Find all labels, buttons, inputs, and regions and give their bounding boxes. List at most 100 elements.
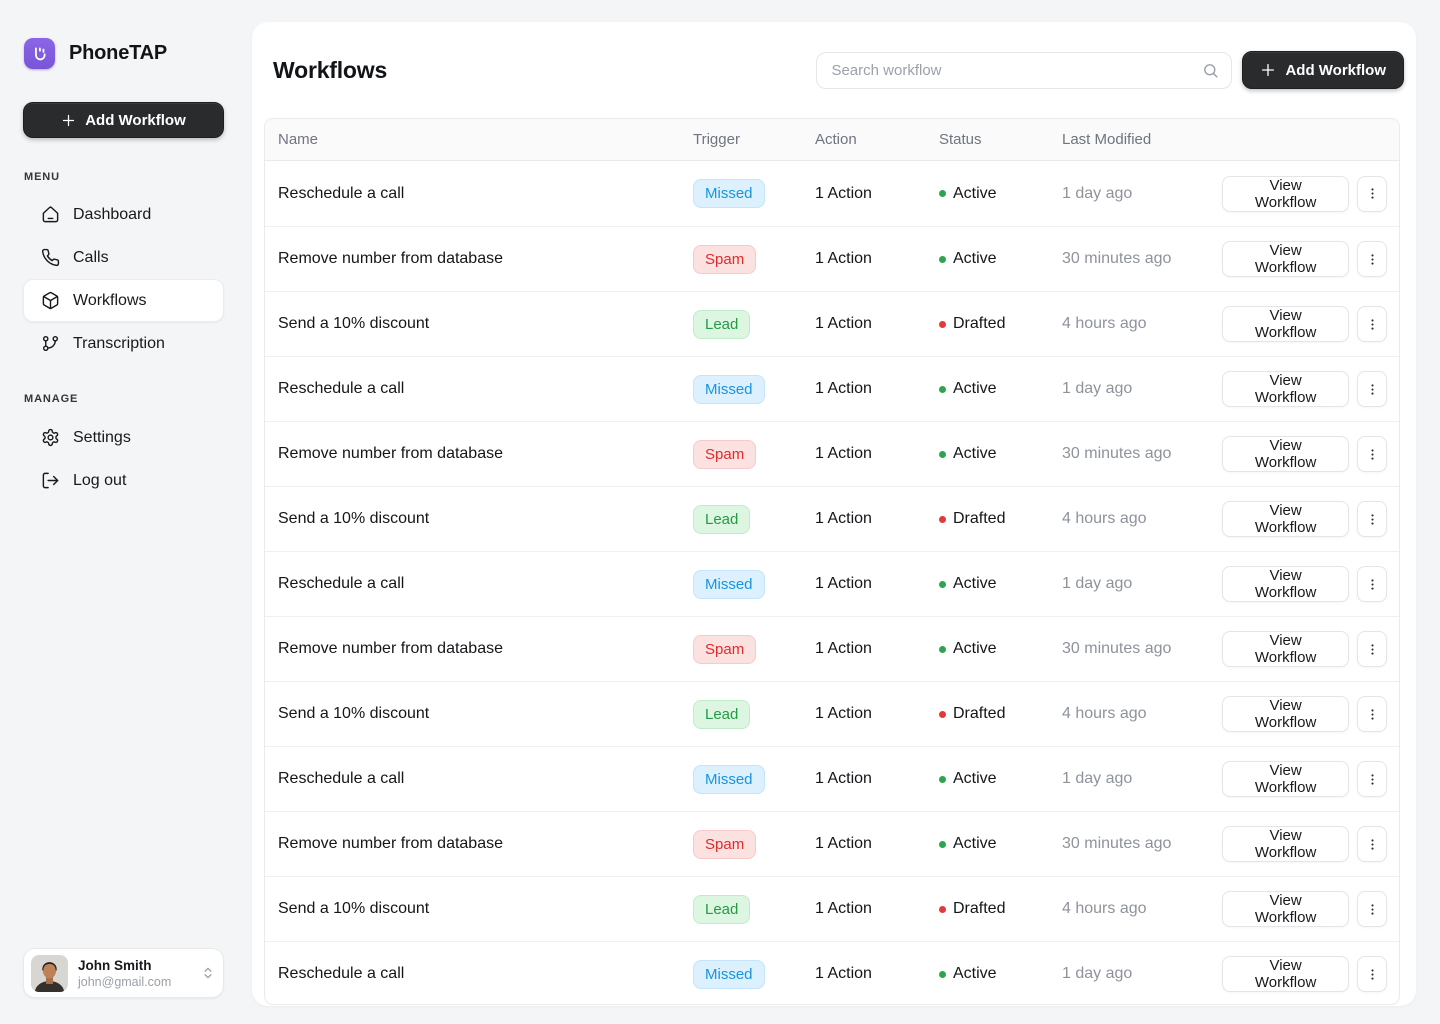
kebab-icon	[1371, 643, 1374, 655]
last-modified: 30 minutes ago	[1062, 835, 1172, 852]
kebab-icon	[1371, 318, 1374, 330]
status-dot	[939, 320, 946, 328]
view-workflow-button[interactable]: View Workflow	[1222, 826, 1350, 862]
workflow-status: Drafted	[939, 315, 1062, 333]
status-dot	[939, 255, 946, 263]
status-label: Active	[953, 575, 997, 592]
kebab-menu-button[interactable]	[1357, 175, 1387, 212]
view-workflow-button[interactable]: View Workflow	[1222, 761, 1350, 797]
status-dot	[939, 645, 946, 653]
table-row: Send a 10% discount Lead 1 Action Drafte…	[265, 486, 1399, 551]
trigger-badge: Missed	[693, 179, 765, 208]
last-modified: 4 hours ago	[1062, 315, 1147, 332]
workflow-name: Remove number from database	[278, 640, 503, 657]
view-workflow-button[interactable]: View Workflow	[1222, 306, 1350, 342]
add-workflow-label: Add Workflow	[1285, 61, 1386, 79]
kebab-icon	[1371, 383, 1374, 395]
status-label: Active	[953, 445, 997, 462]
sidebar-item-label: Dashboard	[73, 205, 152, 223]
workflow-status: Active	[939, 965, 1062, 983]
kebab-menu-button[interactable]	[1357, 241, 1387, 277]
search-box	[816, 51, 1233, 89]
last-modified: 1 day ago	[1062, 380, 1133, 397]
status-label: Active	[953, 640, 997, 657]
kebab-menu-button[interactable]	[1357, 956, 1387, 992]
status-dot	[939, 190, 946, 197]
last-modified: 1 day ago	[1062, 184, 1133, 202]
workflow-status: Drafted	[939, 510, 1062, 528]
view-workflow-button[interactable]: View Workflow	[1222, 696, 1350, 732]
kebab-menu-button[interactable]	[1357, 306, 1387, 342]
workflow-status: Active	[939, 185, 1062, 203]
table-row: Remove number from database Spam 1 Actio…	[265, 421, 1399, 486]
kebab-menu-button[interactable]	[1357, 371, 1387, 407]
search-icon	[1204, 63, 1219, 78]
workflow-name: Reschedule a call	[278, 965, 405, 982]
column-header-last-modified: Last Modified	[1062, 131, 1152, 148]
trigger-badge: Lead	[693, 699, 751, 729]
view-workflow-button[interactable]: View Workflow	[1222, 175, 1350, 212]
view-workflow-button[interactable]: View Workflow	[1222, 631, 1350, 667]
sidebar-add-workflow-button[interactable]: Add Workflow	[23, 102, 224, 138]
logout-icon	[42, 472, 59, 489]
action-count: 1 Action	[815, 640, 872, 657]
workflow-name: Send a 10% discount	[278, 705, 430, 722]
sidebar-item-label: Log out	[73, 471, 127, 489]
last-modified: 4 hours ago	[1062, 705, 1147, 722]
view-workflow-button[interactable]: View Workflow	[1222, 891, 1350, 927]
column-header-action: Action	[815, 131, 857, 148]
kebab-icon	[1371, 773, 1374, 785]
workflow-status: Active	[939, 445, 1062, 463]
action-count: 1 Action	[815, 510, 872, 527]
kebab-menu-button[interactable]	[1357, 696, 1387, 732]
table-row: Reschedule a call Missed 1 Action Active…	[265, 746, 1399, 811]
brand: PhoneTAP	[24, 38, 167, 69]
view-workflow-button[interactable]: View Workflow	[1222, 241, 1350, 277]
add-workflow-button[interactable]: Add Workflow	[1242, 51, 1404, 89]
column-header-trigger: Trigger	[693, 131, 740, 148]
kebab-menu-button[interactable]	[1357, 761, 1387, 797]
page-header: Workflows Add Workflow	[252, 22, 1416, 118]
status-label: Drafted	[953, 510, 1006, 527]
status-label: Active	[953, 184, 997, 202]
view-workflow-button[interactable]: View Workflow	[1222, 566, 1350, 602]
kebab-menu-button[interactable]	[1357, 891, 1387, 927]
workflow-name: Send a 10% discount	[278, 510, 430, 527]
sidebar: PhoneTAP Add Workflow MENU Dashboard Cal…	[0, 0, 252, 1024]
sidebar-item-settings[interactable]: Settings	[23, 416, 224, 459]
sidebar-item-transcription[interactable]: Transcription	[23, 322, 224, 365]
kebab-icon	[1371, 968, 1374, 980]
kebab-menu-button[interactable]	[1357, 631, 1387, 667]
sidebar-item-dashboard[interactable]: Dashboard	[23, 193, 224, 236]
workflow-name: Reschedule a call	[278, 770, 405, 787]
git-branch-icon	[42, 335, 59, 352]
kebab-menu-button[interactable]	[1357, 501, 1387, 537]
sidebar-item-calls[interactable]: Calls	[23, 236, 224, 279]
action-count: 1 Action	[815, 965, 872, 982]
sidebar-item-workflows[interactable]: Workflows	[23, 279, 224, 322]
action-count: 1 Action	[815, 380, 872, 397]
status-dot	[939, 905, 946, 913]
workflow-status: Active	[939, 250, 1062, 268]
sidebar-item-label: Calls	[73, 248, 109, 266]
table-row: Reschedule a call Missed 1 Action Active…	[265, 551, 1399, 616]
view-workflow-button[interactable]: View Workflow	[1222, 956, 1350, 992]
column-header-name: Name	[278, 131, 319, 148]
view-workflow-button[interactable]: View Workflow	[1222, 501, 1350, 537]
brand-name: PhoneTAP	[69, 42, 168, 64]
box-icon	[42, 291, 59, 310]
workflow-status: Active	[939, 575, 1062, 593]
sidebar-item-logout[interactable]: Log out	[23, 459, 224, 502]
workflow-name: Remove number from database	[278, 445, 503, 462]
status-dot	[939, 775, 946, 783]
kebab-menu-button[interactable]	[1357, 436, 1387, 472]
kebab-menu-button[interactable]	[1357, 826, 1387, 862]
view-workflow-button[interactable]: View Workflow	[1222, 436, 1350, 472]
view-workflow-button[interactable]: View Workflow	[1222, 371, 1350, 407]
kebab-icon	[1371, 448, 1374, 460]
kebab-menu-button[interactable]	[1357, 566, 1387, 602]
user-profile-card[interactable]: John Smith john@gmail.com	[23, 948, 224, 998]
trigger-badge: Spam	[693, 244, 757, 274]
search-input[interactable]	[816, 51, 1233, 89]
